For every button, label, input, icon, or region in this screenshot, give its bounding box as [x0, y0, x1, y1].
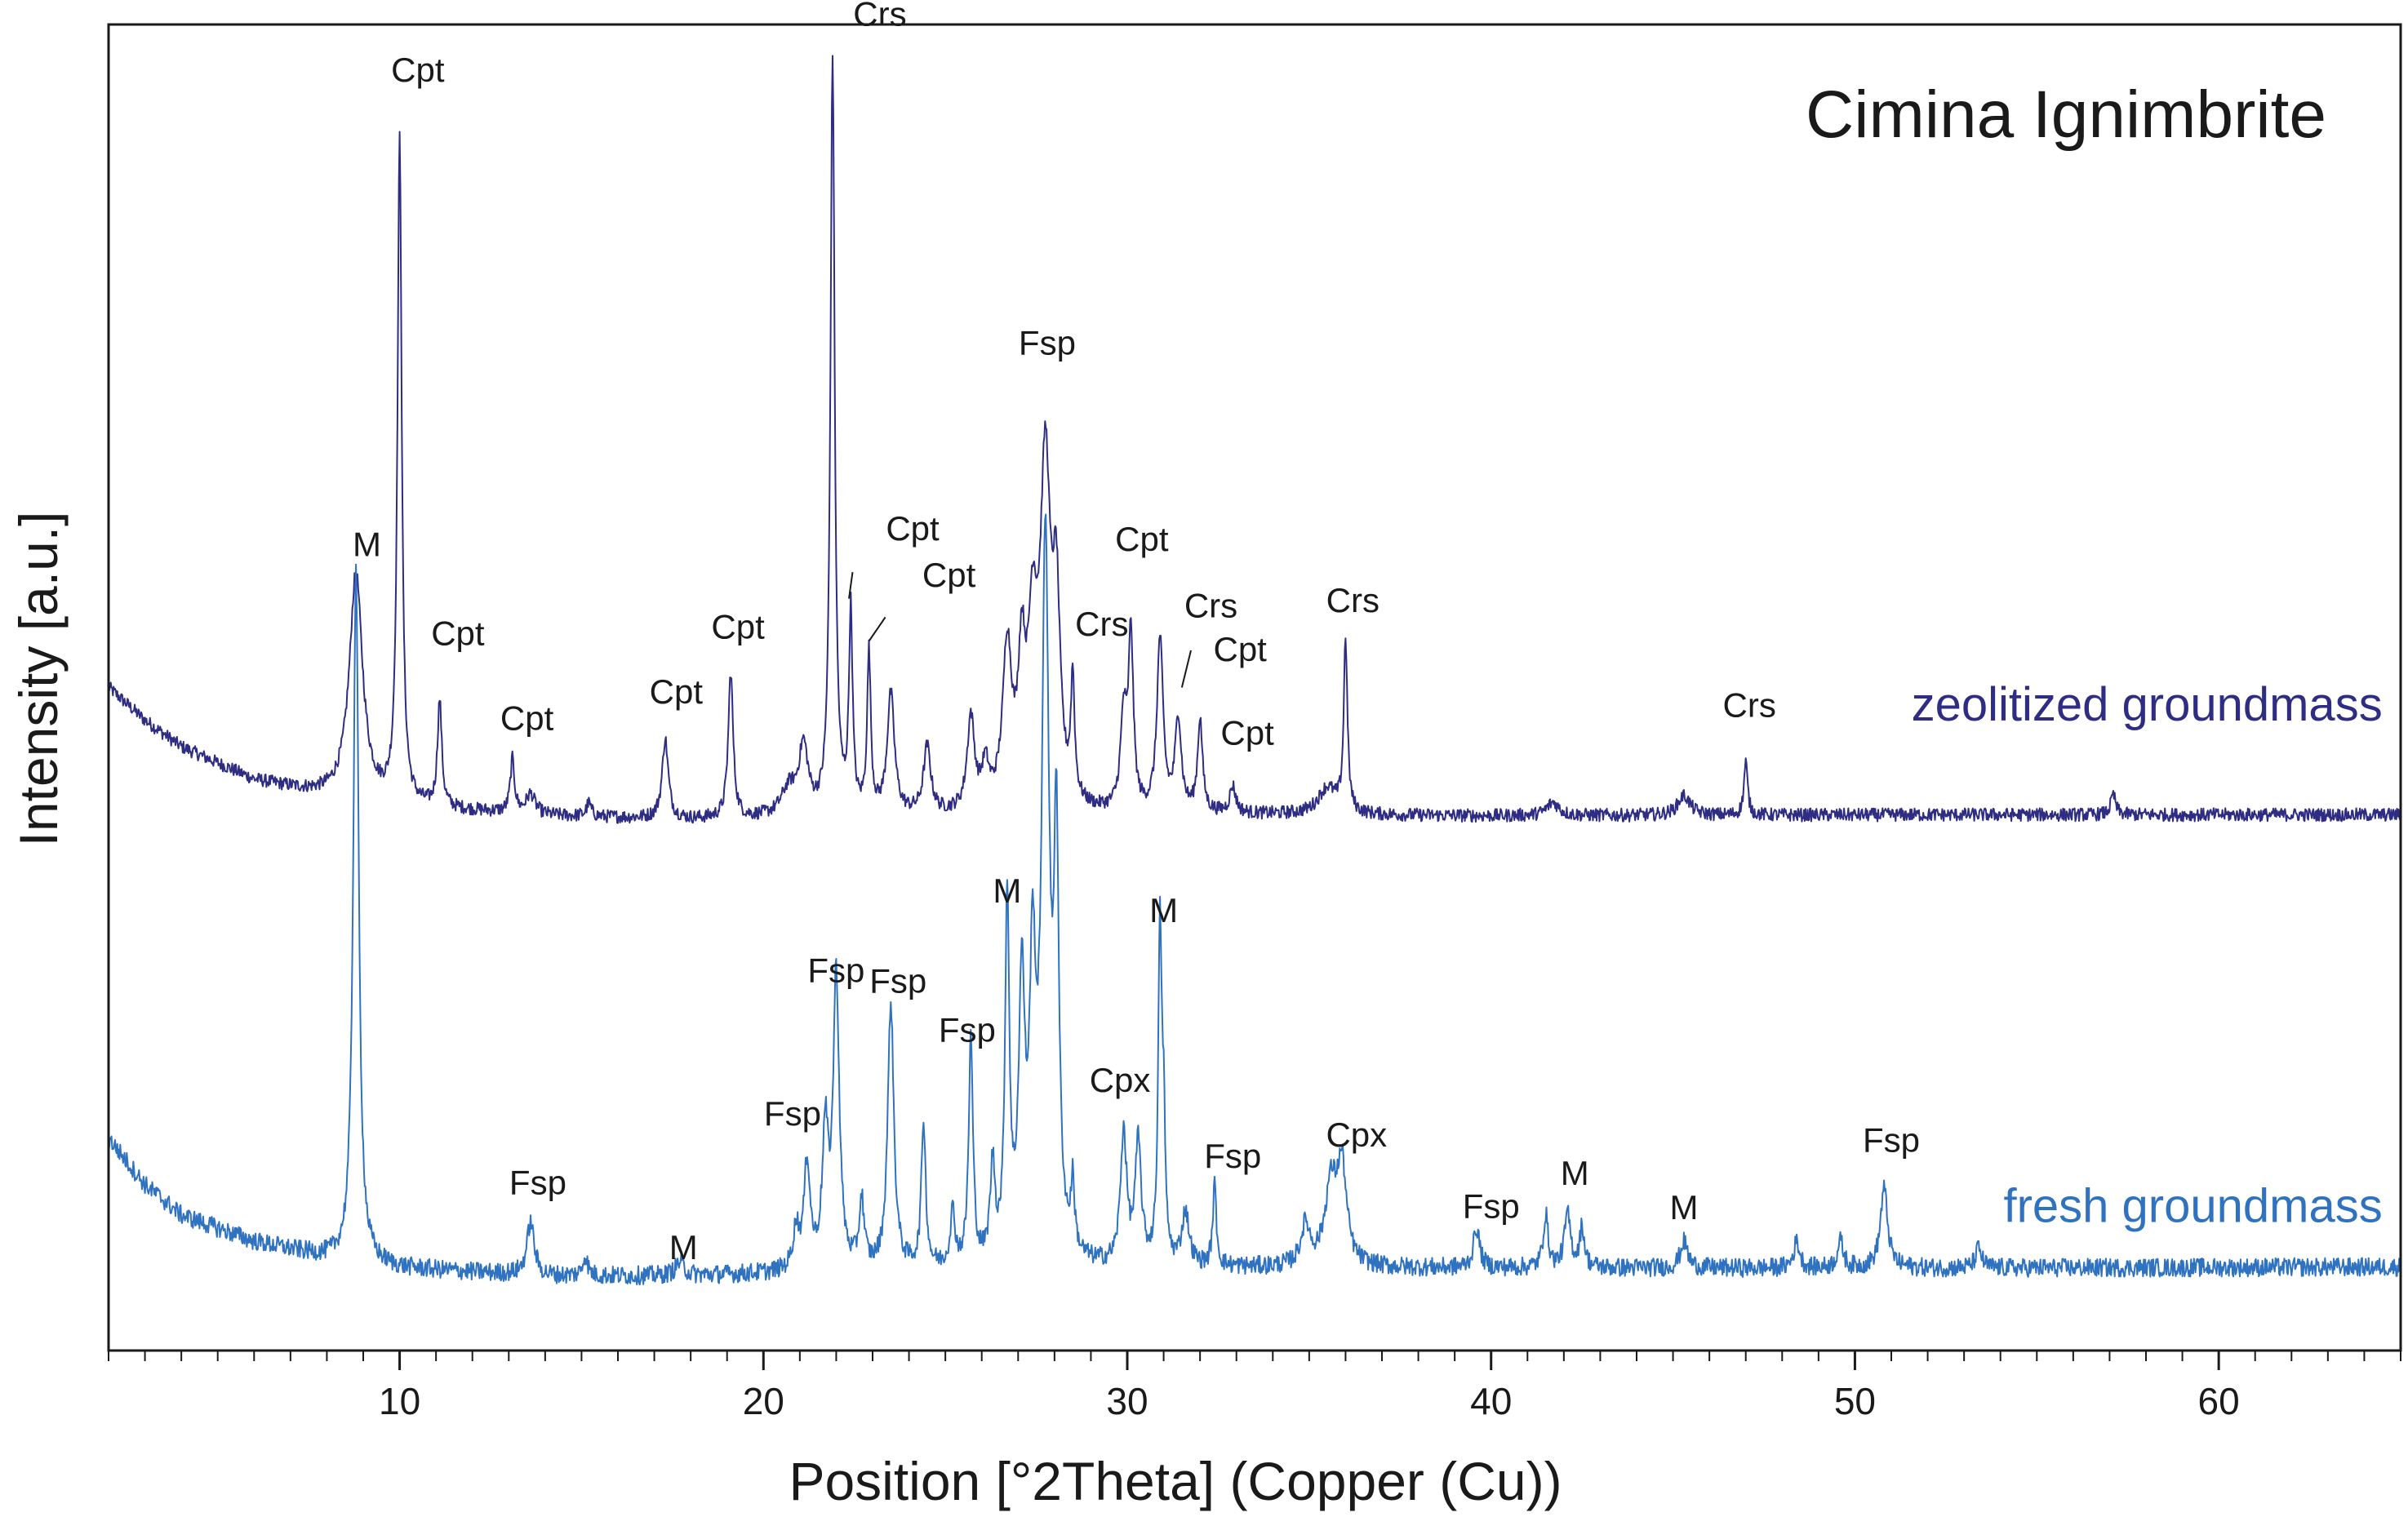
peak-label-crs: Crs — [1723, 685, 1776, 724]
peak-label-cpt: Cpt — [431, 614, 485, 653]
y-axis-title: Intensity [a.u.] — [8, 512, 69, 847]
peak-label-cpt: Cpt — [391, 51, 445, 89]
x-tick-label: 50 — [1834, 1380, 1876, 1422]
peak-label-m: M — [353, 526, 381, 564]
x-tick-label: 30 — [1106, 1380, 1148, 1422]
peak-label-cpx: Cpx — [1090, 1061, 1151, 1099]
plot-frame — [107, 23, 2402, 1352]
peak-label-fsp: Fsp — [869, 961, 926, 1000]
x-axis-title: Position [°2Theta] (Copper (Cu)) — [789, 1451, 1562, 1511]
peak-label-fsp: Fsp — [1863, 1120, 1920, 1159]
x-tick-label: 40 — [1470, 1380, 1512, 1422]
series-label-fresh: fresh groundmass — [2003, 1179, 2382, 1232]
peak-label-m: M — [993, 872, 1021, 910]
peak-label-cpt: Cpt — [922, 556, 976, 594]
peak-label-fsp: Fsp — [1463, 1187, 1520, 1226]
peak-label-fsp: Fsp — [1204, 1137, 1261, 1175]
x-tick-label: 60 — [2198, 1380, 2240, 1422]
peak-label-crs: Crs — [1075, 605, 1128, 643]
peak-label-fsp: Fsp — [807, 951, 864, 989]
peak-label-crs: Crs — [1326, 581, 1379, 619]
peak-label-cpt: Cpt — [650, 672, 704, 711]
peak-leader-line — [868, 616, 886, 642]
peak-label-m: M — [669, 1228, 698, 1266]
peak-label-fsp: Fsp — [509, 1163, 566, 1201]
peak-label-cpt: Cpt — [711, 607, 765, 645]
peak-label-crs: Crs — [853, 0, 906, 33]
peak-label-fsp: Fsp — [939, 1010, 996, 1049]
peak-leader-line — [848, 571, 854, 599]
peak-label-cpt: Cpt — [1220, 713, 1274, 752]
peak-label-m: M — [1149, 891, 1178, 929]
peak-leader-line — [1180, 650, 1192, 688]
x-tick-label: 10 — [379, 1380, 420, 1422]
peak-label-cpt: Cpt — [1213, 630, 1267, 668]
series-label-zeolitized: zeolitized groundmass — [1912, 678, 2383, 731]
x-tick-label: 20 — [743, 1380, 784, 1422]
series-line-fresh — [109, 513, 2401, 1286]
peak-label-fsp: Fsp — [1019, 324, 1076, 362]
peak-label-cpt: Cpt — [1115, 520, 1169, 558]
peak-label-cpx: Cpx — [1326, 1116, 1387, 1154]
series-layer — [109, 55, 2401, 1286]
peak-label-crs: Crs — [1184, 586, 1237, 624]
peak-label-m: M — [1669, 1188, 1698, 1226]
peak-label-cpt: Cpt — [886, 509, 940, 548]
peak-label-fsp: Fsp — [764, 1094, 821, 1133]
series-line-zeolitized — [109, 55, 2401, 824]
peak-label-m: M — [1561, 1154, 1589, 1192]
peak-label-cpt: Cpt — [500, 699, 554, 738]
chart-title: Cimina Ignimbrite — [1806, 78, 2326, 152]
x-axis: 10 20 30 40 50 60 — [108, 1351, 2401, 1422]
